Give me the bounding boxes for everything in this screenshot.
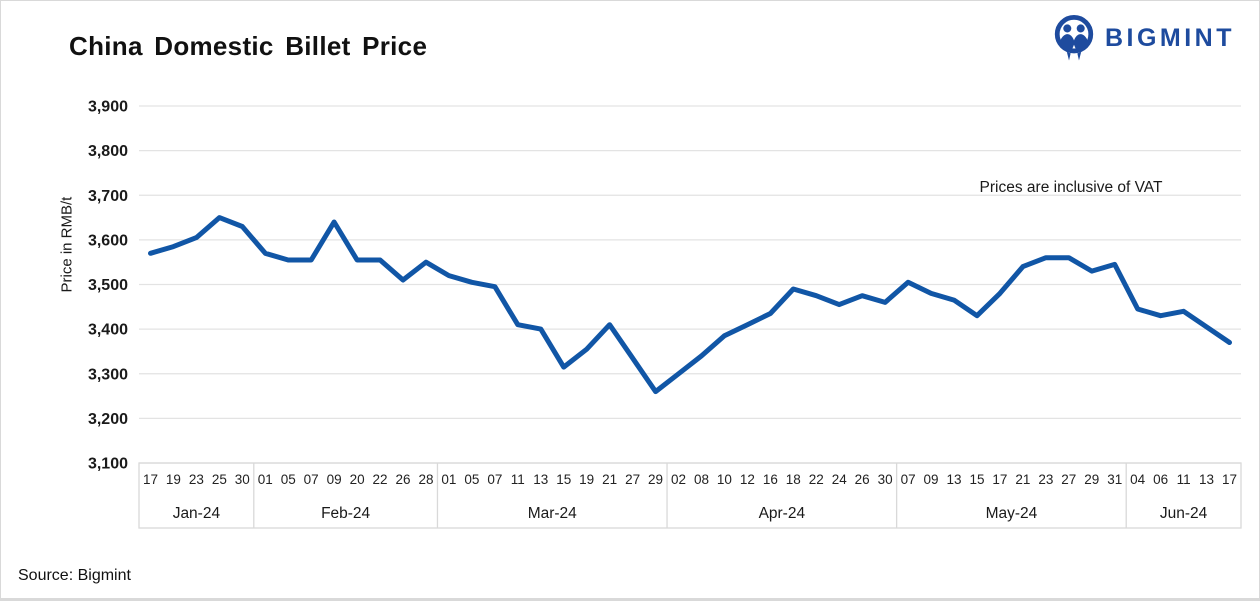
day-tick-label: 01 — [441, 472, 456, 487]
day-tick-label: 02 — [671, 472, 686, 487]
day-tick-label: 07 — [304, 472, 319, 487]
month-label: Mar-24 — [528, 505, 577, 522]
day-tick-label: 13 — [947, 472, 962, 487]
day-tick-label: 22 — [809, 472, 824, 487]
month-label: Feb-24 — [321, 505, 370, 522]
day-tick-label: 17 — [1222, 472, 1237, 487]
day-tick-label: 05 — [281, 472, 296, 487]
day-tick-label: 17 — [143, 472, 158, 487]
month-label: Jun-24 — [1160, 505, 1208, 522]
day-tick-label: 30 — [235, 472, 250, 487]
day-tick-label: 27 — [625, 472, 640, 487]
day-tick-label: 22 — [373, 472, 388, 487]
y-tick-label: 3,200 — [88, 411, 128, 428]
day-tick-label: 17 — [992, 472, 1007, 487]
day-tick-label: 01 — [258, 472, 273, 487]
day-tick-label: 09 — [327, 472, 342, 487]
y-tick-label: 3,600 — [88, 232, 128, 249]
day-tick-label: 20 — [350, 472, 365, 487]
source-note: Source: Bigmint — [18, 567, 131, 584]
day-tick-label: 18 — [786, 472, 801, 487]
page-title: China Domestic Billet Price — [69, 31, 428, 61]
day-tick-label: 10 — [717, 472, 732, 487]
bigmint-logo-icon — [1051, 13, 1097, 63]
day-tick-label: 04 — [1130, 472, 1146, 487]
day-tick-label: 07 — [487, 472, 502, 487]
day-tick-label: 27 — [1061, 472, 1076, 487]
day-tick-label: 26 — [396, 472, 411, 487]
month-label: May-24 — [986, 505, 1038, 522]
day-tick-label: 06 — [1153, 472, 1168, 487]
day-tick-label: 31 — [1107, 472, 1122, 487]
day-tick-label: 24 — [832, 472, 848, 487]
vat-annotation: Prices are inclusive of VAT — [979, 179, 1163, 196]
day-tick-label: 29 — [648, 472, 663, 487]
day-tick-label: 28 — [418, 472, 433, 487]
day-tick-label: 19 — [166, 472, 181, 487]
day-tick-label: 21 — [602, 472, 617, 487]
day-tick-label: 15 — [969, 472, 984, 487]
day-tick-label: 26 — [855, 472, 870, 487]
y-tick-label: 3,500 — [88, 277, 128, 294]
day-tick-label: 29 — [1084, 472, 1099, 487]
day-tick-label: 23 — [189, 472, 204, 487]
y-tick-label: 3,300 — [88, 366, 128, 383]
month-label: Jan-24 — [173, 505, 221, 522]
day-tick-label: 19 — [579, 472, 594, 487]
brand-name: BIGMINT — [1104, 23, 1235, 52]
day-tick-label: 23 — [1038, 472, 1053, 487]
day-tick-label: 21 — [1015, 472, 1030, 487]
day-tick-label: 13 — [533, 472, 548, 487]
x-axis-box — [138, 462, 1242, 529]
day-tick-label: 25 — [212, 472, 227, 487]
day-tick-label: 05 — [464, 472, 479, 487]
price-line — [148, 215, 1232, 395]
y-tick-label: 3,900 — [88, 99, 128, 116]
day-tick-label: 13 — [1199, 472, 1214, 487]
day-tick-label: 15 — [556, 472, 571, 487]
y-tick-label: 3,800 — [88, 143, 128, 160]
day-tick-label: 16 — [763, 472, 778, 487]
day-tick-label: 08 — [694, 472, 709, 487]
brand-logo: BIGMINT — [1051, 13, 1235, 63]
month-label: Apr-24 — [759, 505, 806, 522]
day-tick-label: 11 — [1177, 472, 1191, 487]
day-tick-label: 30 — [878, 472, 893, 487]
day-tick-label: 09 — [924, 472, 939, 487]
day-tick-label: 11 — [511, 472, 525, 487]
y-tick-label: 3,100 — [88, 456, 128, 473]
day-tick-label: 12 — [740, 472, 755, 487]
day-tick-label: 07 — [901, 472, 916, 487]
y-tick-label: 3,400 — [88, 322, 128, 339]
y-tick-label: 3,700 — [88, 188, 128, 205]
